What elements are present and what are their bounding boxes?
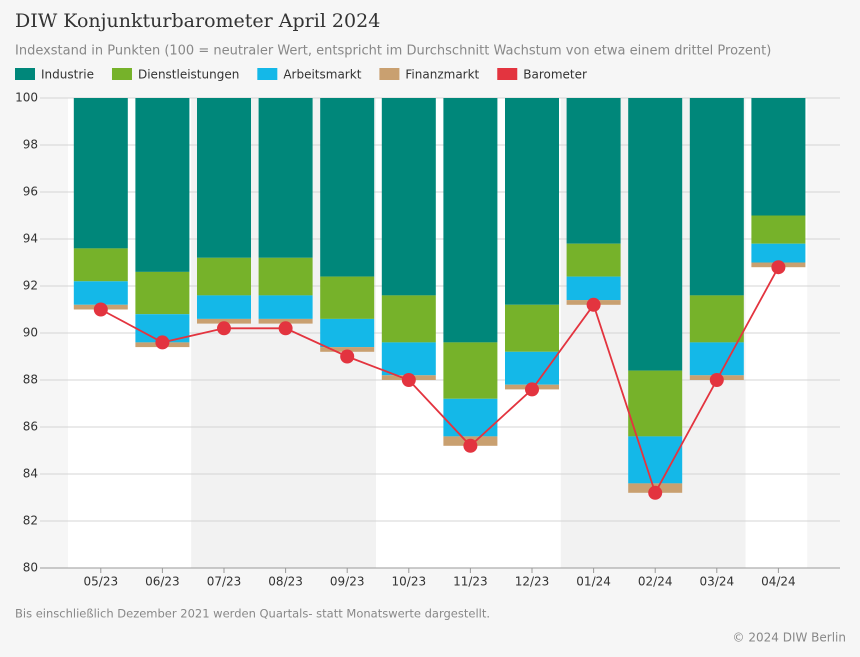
y-tick-label: 80	[23, 561, 38, 575]
bar-segment	[135, 271, 190, 315]
barometer-point	[93, 302, 108, 317]
y-tick-label: 82	[23, 514, 38, 528]
y-tick-label: 100	[15, 91, 38, 105]
barometer-point	[648, 485, 663, 500]
bar-segment	[320, 276, 375, 319]
bar-segment	[258, 318, 313, 324]
y-tick-label: 94	[23, 232, 38, 246]
bar-segment	[320, 98, 375, 277]
x-tick-label: 05/23	[84, 575, 119, 589]
barometer-point	[463, 438, 478, 453]
bar-segment	[320, 318, 375, 348]
bar-segment	[751, 243, 806, 263]
x-tick-label: 12/23	[515, 575, 550, 589]
y-tick-label: 92	[23, 279, 38, 293]
bar-segment	[258, 295, 313, 319]
legend-label: Industrie	[41, 68, 94, 82]
x-tick-label: 07/23	[207, 575, 242, 589]
bar-segment	[73, 98, 128, 249]
x-tick-label: 01/24	[576, 575, 611, 589]
y-tick-label: 96	[23, 185, 38, 199]
legend-label: Barometer	[523, 68, 587, 82]
bar-segment	[566, 98, 621, 244]
x-tick-label: 11/23	[453, 575, 488, 589]
barometer-line	[100, 266, 780, 496]
bar-segment	[751, 215, 806, 244]
chart-subtitle: Indexstand in Punkten (100 = neutraler W…	[15, 44, 771, 59]
bar-segment	[197, 295, 251, 319]
bar-segment	[197, 257, 251, 296]
bar-segment	[381, 295, 436, 343]
bar-segment	[197, 98, 251, 258]
credit: © 2024 DIW Berlin	[733, 631, 846, 645]
bar-segment	[258, 257, 313, 296]
bar-segment	[505, 351, 559, 385]
barometer-point	[401, 373, 416, 387]
y-tick-label: 86	[23, 420, 38, 434]
bar-segment	[689, 98, 744, 296]
y-tick-label: 90	[23, 326, 38, 340]
x-tick-label: 08/23	[268, 575, 303, 589]
chart-title: DIW Konjunkturbarometer April 2024	[15, 10, 380, 32]
bar-segment	[320, 347, 375, 352]
legend-swatch	[111, 68, 132, 80]
bar-segment	[443, 398, 498, 437]
x-tick-label: 03/24	[700, 575, 735, 589]
barometer-point	[586, 297, 601, 312]
bar-segment	[566, 243, 621, 277]
bar-segment	[689, 295, 744, 343]
bar-segment	[628, 370, 683, 437]
x-tick-label: 09/23	[330, 575, 365, 589]
bar-segment	[73, 281, 128, 305]
bar-segment	[689, 342, 744, 376]
y-tick-label: 84	[23, 467, 38, 481]
barometer-point	[340, 349, 355, 364]
barometer-point	[771, 260, 786, 275]
barometer-point	[217, 321, 231, 336]
x-tick-label: 10/23	[392, 575, 427, 589]
bar-segment	[73, 248, 128, 282]
bar-segment	[381, 342, 436, 376]
bar-segment	[628, 98, 683, 371]
barometer-point	[155, 335, 170, 350]
legend-swatch	[497, 68, 518, 80]
x-tick-label: 04/24	[761, 575, 796, 589]
bar-segment	[258, 98, 313, 258]
x-tick-label: 02/24	[638, 575, 673, 589]
bar-segment	[443, 342, 498, 399]
y-tick-label: 98	[23, 138, 38, 152]
barometer-point	[278, 321, 293, 336]
legend-swatch	[257, 68, 278, 80]
bar-segment	[566, 276, 621, 301]
barometer-point	[525, 382, 539, 397]
legend-swatch	[15, 68, 35, 80]
legend-label: Dienstleistungen	[138, 68, 239, 82]
barometer-point	[709, 373, 724, 387]
legend-swatch	[379, 68, 400, 80]
y-tick-label: 88	[23, 373, 38, 387]
legend-label: Finanzmarkt	[405, 68, 479, 82]
x-tick-label: 06/23	[145, 575, 180, 589]
footnote: Bis einschließlich Dezember 2021 werden …	[15, 607, 490, 621]
bar-segment	[135, 98, 190, 272]
bar-segment	[505, 304, 559, 352]
bar-segment	[197, 318, 251, 324]
bar-segment	[751, 98, 806, 216]
bar-segment	[381, 98, 436, 296]
bar-segment	[505, 98, 559, 305]
legend-label: Arbeitsmarkt	[283, 68, 361, 82]
bar-segment	[443, 98, 498, 343]
